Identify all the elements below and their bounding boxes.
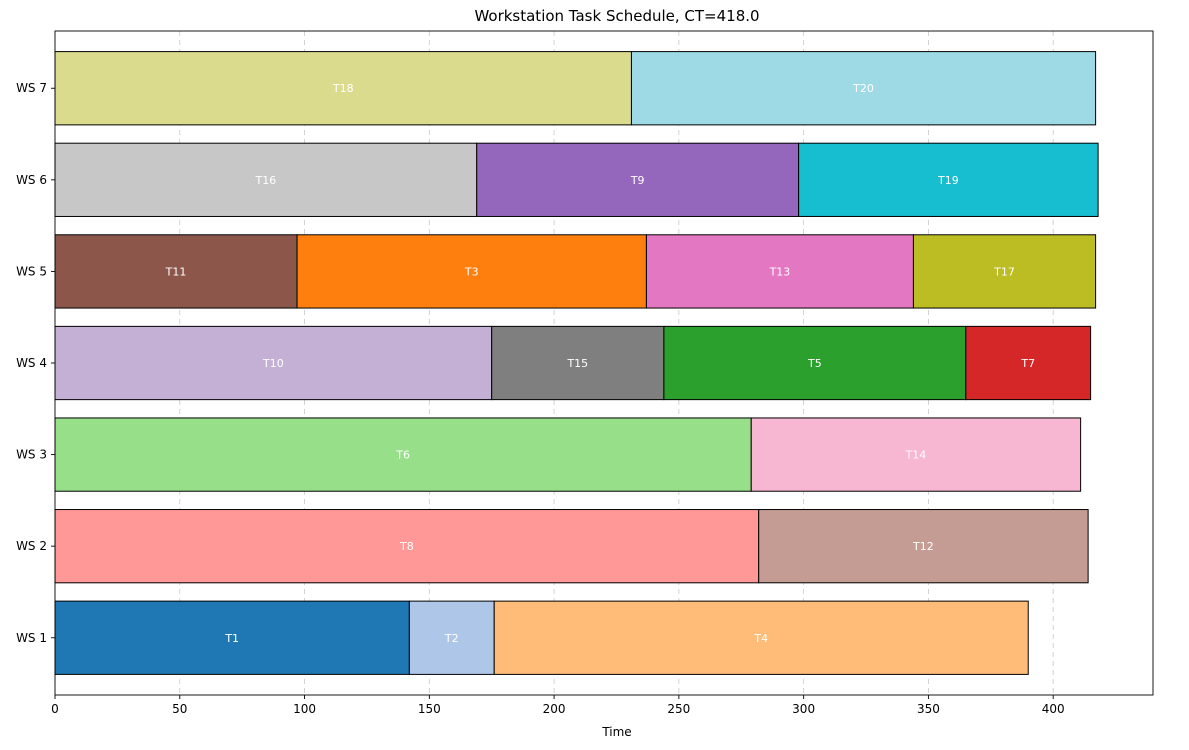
- y-tick-label: WS 4: [16, 356, 47, 370]
- task-bar: [663, 325, 967, 401]
- task-bar-label: T20: [852, 82, 874, 95]
- task-bar: [965, 325, 1092, 401]
- task-bar-label: T3: [464, 265, 479, 278]
- y-tick-label: WS 2: [16, 539, 47, 553]
- x-tick-label: 250: [667, 702, 690, 716]
- x-axis-ticks: 0 50 100 150 200 250 300 350 400: [51, 695, 1065, 716]
- task-bar-label: T17: [993, 265, 1015, 278]
- task-bar: [912, 234, 1097, 309]
- y-tick-label: WS 7: [16, 81, 47, 95]
- y-tick-label: WS 6: [16, 173, 47, 187]
- x-tick-label: 300: [792, 702, 815, 716]
- x-tick-label: 0: [51, 702, 59, 716]
- task-bar-label: T5: [807, 357, 822, 370]
- task-bar-label: T12: [912, 540, 934, 553]
- task-bar: [54, 509, 760, 584]
- x-tick-label: 150: [418, 702, 441, 716]
- task-bar-label: T18: [332, 82, 354, 95]
- task-bar-label: T10: [262, 357, 284, 370]
- task-bar: [54, 417, 752, 492]
- x-tick-label: 200: [543, 702, 566, 716]
- task-bar-label: T19: [937, 174, 959, 187]
- y-axis-ticks: WS 1 WS 2 WS 3 WS 4 WS 5 WS 6 WS 7: [16, 81, 55, 645]
- task-bar: [54, 325, 493, 401]
- task-bar: [491, 325, 665, 401]
- y-tick-label: WS 1: [16, 631, 47, 645]
- task-bar: [630, 51, 1097, 126]
- task-bar-label: T7: [1020, 357, 1035, 370]
- task-bar-label: T4: [753, 632, 768, 645]
- task-bar: [476, 142, 800, 217]
- task-bars: T1 T2 T4 T8 T12 T6 T14 T10 T15 T5 T7 T11 T3 T13 T17 T16…: [54, 51, 1099, 675]
- task-bar: [54, 234, 298, 309]
- task-bar-label: T16: [255, 174, 277, 187]
- task-bar: [750, 417, 1082, 492]
- task-bar-label: T2: [444, 632, 459, 645]
- task-bar: [54, 600, 410, 675]
- task-bar-label: T14: [905, 449, 927, 462]
- task-bar-label: T11: [165, 265, 187, 278]
- task-bar-label: T13: [769, 265, 791, 278]
- y-tick-label: WS 5: [16, 264, 47, 278]
- x-tick-label: 100: [293, 702, 316, 716]
- x-tick-label: 350: [917, 702, 940, 716]
- task-bar-label: T6: [395, 449, 410, 462]
- task-bar-label: T1: [224, 632, 239, 645]
- chart-title: Workstation Task Schedule, CT=418.0: [474, 7, 759, 25]
- x-tick-label: 400: [1042, 702, 1065, 716]
- x-axis-label: Time: [601, 725, 631, 739]
- y-tick-label: WS 3: [16, 448, 47, 462]
- task-bar-label: T8: [399, 540, 414, 553]
- task-bar: [296, 234, 647, 309]
- x-tick-label: 50: [172, 702, 187, 716]
- task-bar-label: T15: [566, 357, 588, 370]
- task-bar: [758, 509, 1089, 584]
- grid-lines: [54, 31, 1054, 695]
- task-bar: [493, 600, 1029, 675]
- task-bar-label: T9: [630, 174, 645, 187]
- task-bar: [645, 234, 914, 309]
- task-bar: [798, 142, 1099, 217]
